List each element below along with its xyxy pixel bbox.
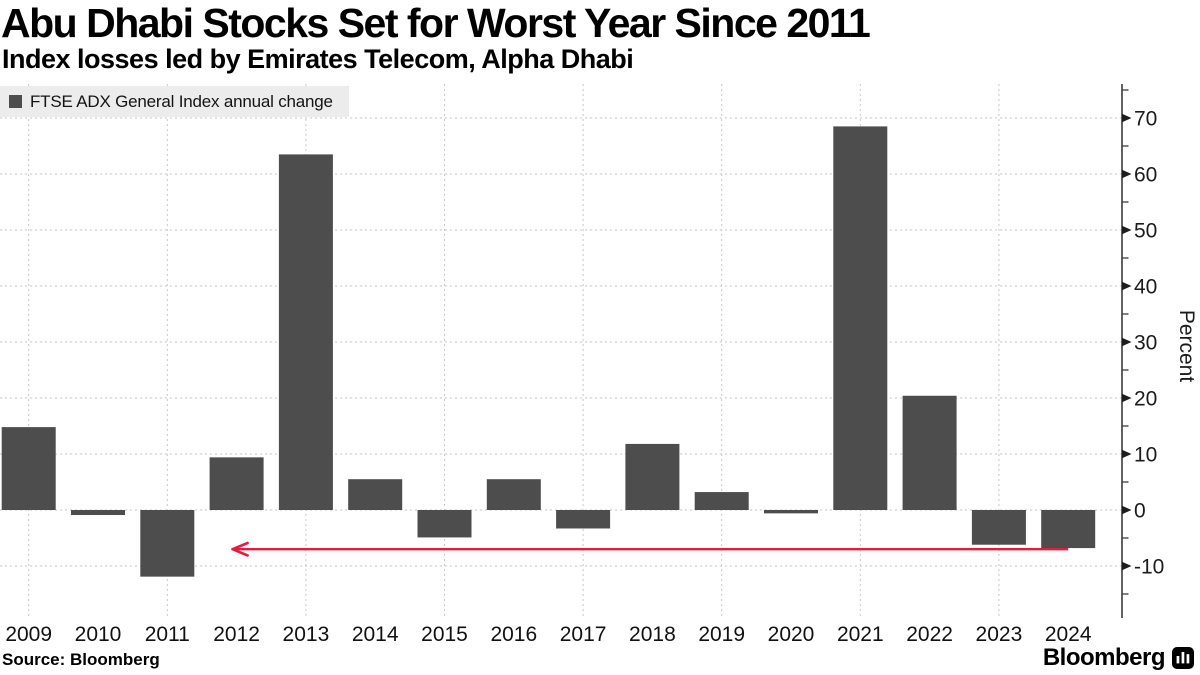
y-tick-arrow [1122,281,1132,291]
y-tick-arrow [1122,449,1132,459]
y-tick-label-0: 0 [1134,500,1146,523]
bar-2013 [278,154,333,510]
bloomberg-wordmark: Bloomberg [1042,644,1166,671]
y-tick-label--10: -10 [1134,556,1164,579]
x-tick-label-2023: 2023 [976,623,1023,646]
y-tick-arrow [1122,225,1132,235]
y-tick-arrow [1122,393,1132,403]
x-tick-label-2015: 2015 [421,623,468,646]
bar-2018 [625,443,680,510]
bar-2009 [1,427,56,510]
x-tick-label-2016: 2016 [490,623,537,646]
chart-legend: FTSE ADX General Index annual change [0,86,349,117]
y-tick-arrow [1122,169,1132,179]
y-tick-arrow [1122,337,1132,347]
y-tick-arrow [1122,561,1132,571]
y-tick-label-70: 70 [1134,108,1157,131]
x-tick-label-2024: 2024 [1045,623,1092,646]
bar-2017 [556,510,611,529]
x-tick-label-2009: 2009 [5,623,52,646]
x-tick-label-2017: 2017 [560,623,607,646]
bar-2010 [71,510,125,516]
y-tick-label-10: 10 [1134,444,1157,467]
source-credit: Source: Bloomberg [2,650,160,669]
bar-2015 [417,510,472,538]
y-axis-title: Percent [1175,310,1198,383]
x-tick-label-2018: 2018 [629,623,676,646]
y-tick-arrow [1122,505,1132,515]
x-tick-label-2019: 2019 [698,623,745,646]
bar-2023 [971,510,1026,545]
bloomberg-terminal-icon [1172,647,1194,669]
bar-2024 [1041,510,1096,549]
y-tick-label-50: 50 [1134,220,1157,243]
x-tick-label-2014: 2014 [352,623,399,646]
legend-label: FTSE ADX General Index annual change [30,91,333,111]
y-tick-arrow [1122,113,1132,123]
y-tick-label-60: 60 [1134,164,1157,187]
x-tick-label-2020: 2020 [768,623,815,646]
bar-2019 [694,492,749,510]
y-tick-label-20: 20 [1134,388,1157,411]
bar-2011 [140,510,195,577]
annotation-arrow-head-lower [231,547,249,557]
x-tick-label-2010: 2010 [75,623,122,646]
page-title: Abu Dhabi Stocks Set for Worst Year Sinc… [1,0,871,46]
x-tick-label-2011: 2011 [145,623,190,646]
y-tick-label-40: 40 [1134,276,1157,299]
legend-swatch [9,95,22,108]
x-tick-label-2012: 2012 [213,623,260,646]
bloomberg-logo: Bloomberg [1043,644,1194,672]
bar-2021 [833,126,888,511]
bar-2020 [764,510,818,514]
bar-2012 [209,457,264,510]
x-tick-label-2013: 2013 [283,623,330,646]
bar-2016 [486,479,541,510]
page-subtitle: Index losses led by Emirates Telecom, Al… [2,44,634,74]
bar-2014 [348,479,403,510]
bar-2022 [902,395,957,510]
annotation-arrow-head-upper [231,541,249,551]
y-tick-label-30: 30 [1134,332,1157,355]
x-tick-label-2022: 2022 [906,623,953,646]
x-tick-label-2021: 2021 [837,623,884,646]
